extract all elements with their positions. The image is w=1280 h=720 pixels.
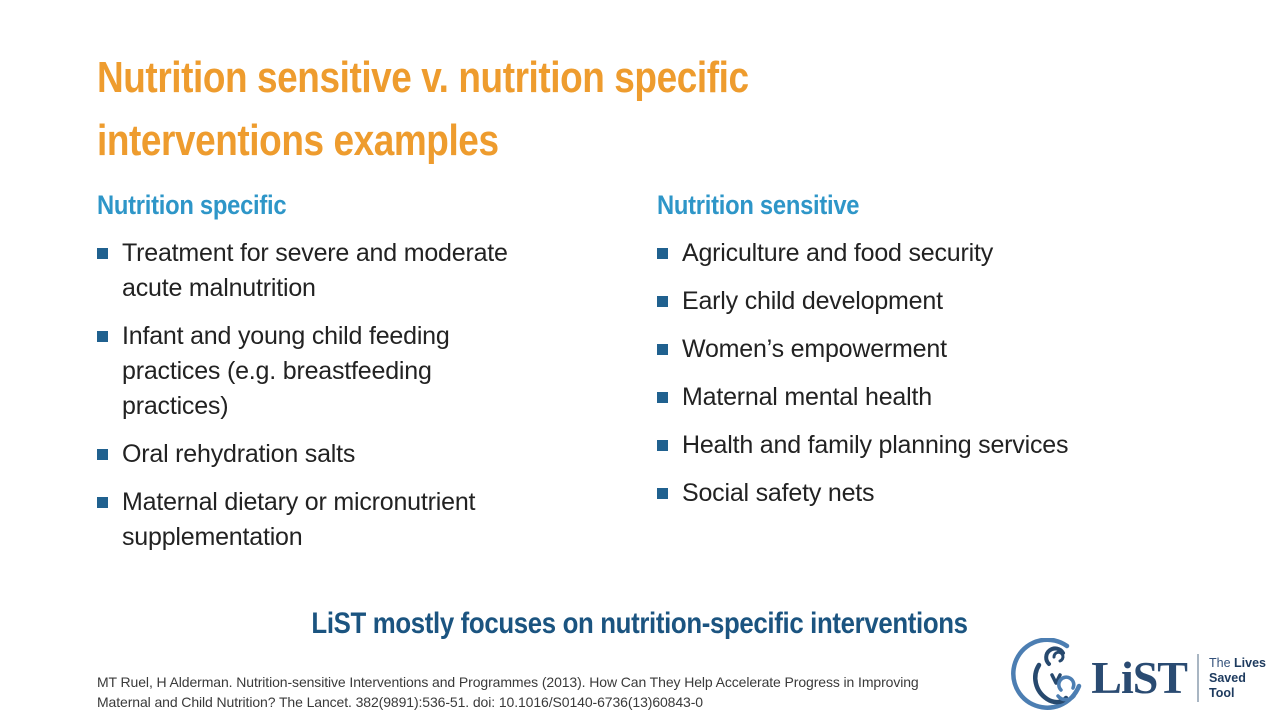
list-item: Oral rehydration salts: [97, 437, 657, 472]
square-bullet-icon: [97, 248, 108, 259]
mother-and-child-icon: [1011, 638, 1082, 710]
list-logo: LiST The Lives Saved Tool: [1009, 638, 1266, 718]
list-item-text: Maternal dietary or micronutrient supple…: [122, 488, 476, 551]
list-item-text: Infant and young child feeding practices…: [122, 322, 450, 420]
list-item-text: Women’s empowerment: [682, 335, 947, 363]
square-bullet-icon: [97, 449, 108, 460]
square-bullet-icon: [657, 488, 668, 499]
page-title: Nutrition sensitive v. nutrition specifi…: [97, 46, 1280, 172]
list-item-text: Social safety nets: [682, 479, 875, 507]
list-item-text: Health and family planning services: [682, 431, 1069, 459]
column-nutrition-sensitive: Nutrition sensitive Agriculture and food…: [657, 190, 1280, 568]
logo-tagline-lives: Lives: [1234, 655, 1266, 670]
citation-text: MT Ruel, H Alderman. Nutrition-sensitive…: [97, 674, 919, 710]
logo-divider: [1197, 654, 1199, 702]
column-header-nutrition-sensitive: Nutrition sensitive: [657, 190, 860, 220]
logo-wordmark: LiST: [1091, 652, 1188, 703]
list-item: Women’s empowerment: [657, 332, 1280, 367]
logo-tagline: The Lives Saved Tool: [1209, 656, 1266, 701]
square-bullet-icon: [657, 440, 668, 451]
logo-tagline-the: The: [1209, 655, 1231, 670]
square-bullet-icon: [657, 344, 668, 355]
list-item: Early child development: [657, 284, 1280, 319]
list-item: Health and family planning services: [657, 428, 1280, 463]
list-item-text: Agriculture and food security: [682, 239, 994, 267]
logo-tagline-saved: Saved: [1209, 670, 1246, 685]
list-item-text: Treatment for severe and moderate acute …: [122, 239, 508, 302]
list-item: Maternal mental health: [657, 380, 1280, 415]
column-nutrition-specific: Nutrition specific Treatment for severe …: [97, 190, 657, 568]
two-column-layout: Nutrition specific Treatment for severe …: [97, 190, 1280, 568]
nutrition-sensitive-list: Agriculture and food security Early chil…: [657, 236, 1280, 511]
square-bullet-icon: [657, 392, 668, 403]
logo-tagline-tool: Tool: [1209, 685, 1235, 700]
list-item-text: Maternal mental health: [682, 383, 932, 411]
list-item-text: Early child development: [682, 287, 943, 315]
list-item: Treatment for severe and moderate acute …: [97, 236, 657, 306]
list-item: Agriculture and food security: [657, 236, 1280, 271]
square-bullet-icon: [657, 296, 668, 307]
focus-statement: LiST mostly focuses on nutrition-specifi…: [311, 607, 969, 640]
nutrition-specific-list: Treatment for severe and moderate acute …: [97, 236, 657, 555]
list-item: Infant and young child feeding practices…: [97, 319, 657, 424]
list-item: Maternal dietary or micronutrient supple…: [97, 485, 657, 555]
list-item: Social safety nets: [657, 476, 1280, 511]
square-bullet-icon: [657, 248, 668, 259]
page-title-text: Nutrition sensitive v. nutrition specifi…: [97, 53, 749, 165]
column-header-nutrition-specific: Nutrition specific: [97, 190, 287, 220]
title-area: Nutrition sensitive v. nutrition specifi…: [97, 46, 1280, 172]
square-bullet-icon: [97, 497, 108, 508]
list-item-text: Oral rehydration salts: [122, 440, 356, 468]
square-bullet-icon: [97, 331, 108, 342]
